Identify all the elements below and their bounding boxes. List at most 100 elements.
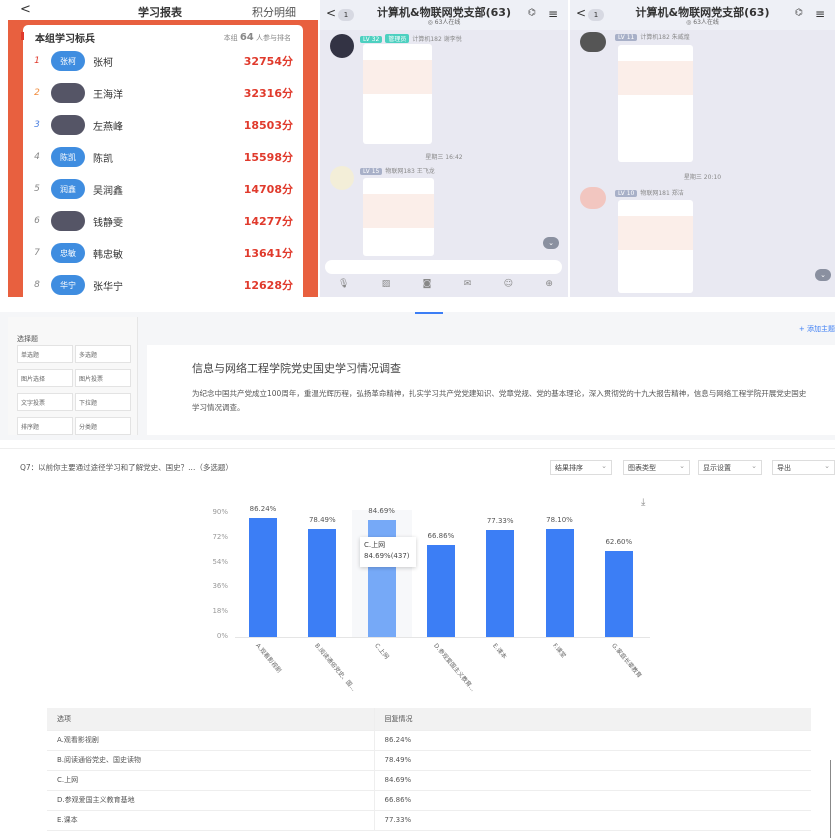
bar[interactable]	[308, 528, 337, 637]
avatar	[51, 115, 85, 135]
points-detail-link[interactable]: 积分明细	[252, 6, 296, 19]
camera-icon[interactable]: ◙	[422, 279, 432, 289]
bar-value-label: 78.49%	[308, 515, 336, 524]
participant-count: 本组 64 人参与排名	[223, 32, 291, 43]
scroll-down-icon[interactable]: ⌄	[815, 269, 831, 281]
microphone-icon[interactable]: 🎙	[338, 279, 350, 289]
chevron-down-icon: ⌄	[824, 462, 830, 470]
message-input[interactable]	[325, 260, 562, 274]
chat-toolbar: 🎙 ▨ ◙ ✉ ☺ ⊕	[338, 279, 553, 289]
back-icon[interactable]: <	[20, 2, 31, 17]
avatar: 润鑫	[51, 179, 85, 199]
bar[interactable]	[545, 529, 574, 637]
leaderboard-row[interactable]: 2 王海洋 32316分	[23, 78, 303, 108]
group-chat-screen-2: < 1 计算机&物联网党支部(63) ◎ 63人在线 ⌬ ≡ LV 11 计算机1…	[570, 0, 835, 297]
menu-icon[interactable]: ≡	[547, 7, 558, 21]
emoji-icon[interactable]: ☺	[503, 279, 514, 289]
leaderboard-row[interactable]: 5 润鑫 吴润鑫 14708分	[23, 174, 303, 204]
online-count: ◎ 63人在线	[427, 19, 461, 26]
voice-icon[interactable]: ⌬	[528, 8, 536, 18]
scroll-down-icon[interactable]: ⌄	[543, 237, 559, 249]
x-axis-line	[235, 637, 650, 638]
y-tick-label: 18%	[212, 607, 228, 616]
image-message[interactable]	[363, 178, 434, 256]
x-tick-label: G.家庭长辈教育	[609, 642, 643, 680]
avatar[interactable]	[580, 32, 606, 52]
voice-icon[interactable]: ⌬	[795, 8, 803, 18]
leaderboard-row[interactable]: 4 陈凯 陈凯 15598分	[23, 142, 303, 172]
question-type-button[interactable]: 下拉题	[75, 393, 131, 411]
member-score: 15598分	[243, 151, 293, 164]
leaderboard-row[interactable]: 3 左燕峰 18503分	[23, 110, 303, 140]
avatar[interactable]	[330, 166, 354, 190]
add-topic-link[interactable]: + 添加主题	[798, 325, 835, 333]
download-icon[interactable]: ⤓	[641, 497, 646, 508]
plus-icon[interactable]: ⊕	[545, 279, 553, 289]
avatar[interactable]	[330, 34, 354, 58]
bar-value-label: 78.10%	[546, 516, 573, 525]
sender-line: LV 32 管理员 计算机182 谢李悦	[360, 34, 462, 43]
member-name: 钱静雯	[93, 217, 123, 229]
bar[interactable]	[604, 550, 633, 637]
survey-editor: 选择题 单选题 多选题 图片选择 图片投票 文字投票 下拉题 排序题 分类题 + 添加主题 信…	[0, 312, 835, 440]
chat-title: 计算机&物联网党支部(63)	[635, 6, 770, 19]
active-tab-indicator	[415, 312, 443, 314]
timestamp: 星期三 16:42	[425, 154, 463, 161]
x-tick-label: A.观看影视剧	[254, 642, 283, 675]
control-dropdown[interactable]: 导出 ⌄	[772, 460, 835, 475]
envelope-icon[interactable]: ✉	[463, 279, 472, 289]
image-message[interactable]	[618, 45, 693, 162]
leaderboard-row[interactable]: 8 华宁 张华宁 12628分	[23, 270, 303, 300]
question-type-button[interactable]: 图片投票	[75, 369, 131, 387]
back-icon[interactable]: <	[326, 6, 337, 20]
bar[interactable]	[249, 518, 277, 637]
table-row: C.上网 84.69%	[47, 770, 811, 791]
leaderboard-row[interactable]: 6 钱静雯 14277分	[23, 206, 303, 236]
bar-value-label: 66.86%	[427, 531, 455, 540]
question-type-button[interactable]: 图片选择	[17, 369, 73, 387]
question-type-button[interactable]: 分类题	[75, 417, 131, 435]
bar-value-label: 84.69%	[368, 507, 395, 516]
avatar: 张柯	[51, 51, 85, 71]
image-message[interactable]	[618, 200, 693, 293]
rank-number: 2	[34, 88, 40, 98]
question-type-button[interactable]: 多选题	[75, 345, 131, 363]
control-dropdown[interactable]: 图表类型 ⌄	[623, 460, 690, 475]
table-row: B.阅读通俗党史、国史读物 78.49%	[47, 750, 811, 771]
question-type-button[interactable]: 文字投票	[17, 393, 73, 411]
chevron-down-icon: ⌄	[601, 462, 607, 470]
member-name: 韩忠敏	[93, 249, 123, 261]
image-message[interactable]	[363, 44, 432, 144]
member-score: 32754分	[243, 55, 293, 68]
scrollbar[interactable]	[830, 760, 831, 838]
avatar[interactable]	[580, 187, 606, 209]
table-row: E.课本 77.33%	[47, 810, 811, 831]
option-label: D.参观爱国主义教育基地	[47, 790, 375, 811]
rank-number: 3	[34, 120, 40, 130]
rank-number: 4	[34, 152, 40, 162]
unread-badge: 1	[588, 9, 604, 21]
x-tick-label: F.课堂	[550, 642, 567, 660]
bar[interactable]	[486, 530, 515, 637]
timestamp: 星期三 20:10	[683, 174, 722, 181]
control-dropdown[interactable]: 显示设置 ⌄	[698, 460, 762, 475]
menu-icon[interactable]: ≡	[814, 7, 825, 21]
survey-description[interactable]: 为纪念中国共产党成立100周年，重温光辉历程，弘扬革命精神，扎实学习共产党党建知…	[192, 389, 807, 412]
response-rate: 77.33%	[374, 810, 811, 831]
question-type-button[interactable]: 排序题	[17, 417, 73, 435]
survey-title[interactable]: 信息与网络工程学院党史国史学习情况调查	[192, 362, 401, 375]
back-icon[interactable]: <	[576, 6, 587, 20]
sender-line: LV 11 计算机182 朱威煌	[615, 32, 690, 41]
option-label: B.阅读通俗党史、国史读物	[47, 750, 375, 771]
image-icon[interactable]: ▨	[381, 279, 391, 289]
leaderboard-row[interactable]: 1 张柯 张柯 32754分	[23, 46, 303, 76]
response-rate: 86.24%	[374, 730, 811, 751]
bar-value-label: 62.60%	[605, 537, 633, 546]
question-type-button[interactable]: 单选题	[17, 345, 73, 363]
control-dropdown[interactable]: 结果排序 ⌄	[550, 460, 612, 475]
bar[interactable]	[426, 544, 455, 637]
member-name: 王海洋	[93, 89, 123, 101]
member-score: 14708分	[243, 183, 293, 196]
leaderboard-row[interactable]: 7 忠敏 韩忠敏 13641分	[23, 238, 303, 268]
y-tick-label: 0%	[216, 632, 228, 640]
